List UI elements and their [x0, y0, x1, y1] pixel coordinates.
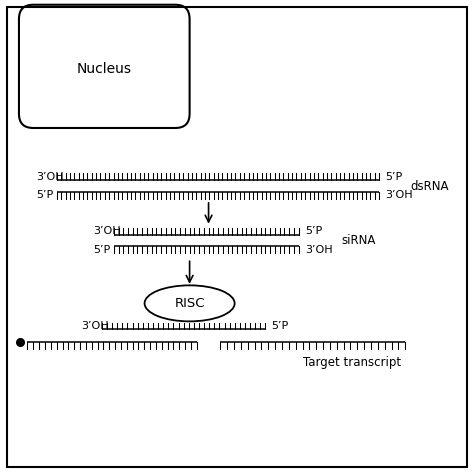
Text: 3’OH: 3’OH	[36, 172, 64, 182]
Text: 5’P: 5’P	[305, 226, 322, 237]
Text: 5’P: 5’P	[272, 321, 289, 331]
Text: dsRNA: dsRNA	[410, 180, 448, 193]
Text: 3’OH: 3’OH	[93, 226, 121, 237]
Text: Nucleus: Nucleus	[77, 62, 132, 76]
Text: 5’P: 5’P	[93, 245, 110, 255]
Text: 5’P: 5’P	[385, 172, 402, 182]
Text: RISC: RISC	[174, 297, 205, 310]
Text: 3’OH: 3’OH	[305, 245, 332, 255]
Text: Target transcript: Target transcript	[303, 356, 401, 369]
Text: siRNA: siRNA	[341, 234, 376, 247]
Text: 5’P: 5’P	[36, 190, 54, 201]
Ellipse shape	[145, 285, 235, 321]
Text: 3’OH: 3’OH	[385, 190, 413, 201]
Text: 3’OH: 3’OH	[82, 321, 109, 331]
